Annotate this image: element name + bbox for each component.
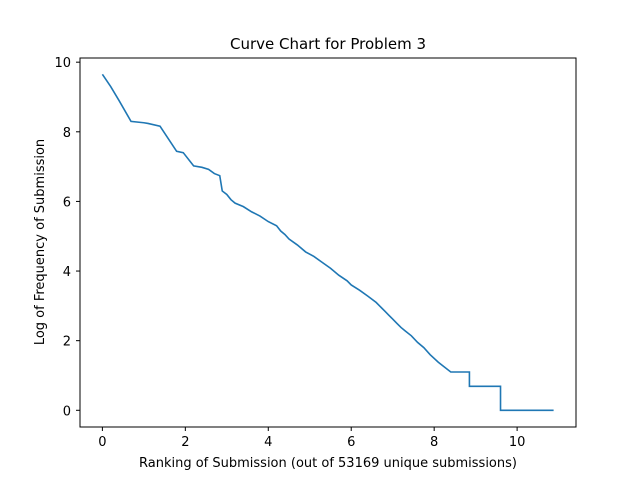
plot-frame (79, 57, 577, 428)
x-tick-label: 8 (430, 435, 438, 450)
y-axis-label: Log of Frequency of Submission (33, 139, 48, 345)
y-tick-label: 4 (63, 265, 71, 280)
x-tick-label: 10 (509, 435, 526, 450)
x-tick-label: 0 (98, 435, 106, 450)
x-tick-label: 4 (264, 435, 272, 450)
y-tick-label: 10 (54, 56, 71, 71)
x-axis-label: Ranking of Submission (out of 53169 uniq… (139, 456, 517, 471)
x-tick-label: 6 (347, 435, 355, 450)
y-ticks: 0 2 4 6 8 10 (54, 56, 80, 419)
y-tick-label: 0 (63, 404, 71, 419)
chart-title: Curve Chart for Problem 3 (230, 35, 426, 53)
y-tick-label: 6 (63, 195, 71, 210)
series-line (101, 73, 554, 412)
x-ticks: 0 2 4 6 8 10 (98, 427, 525, 450)
y-tick-label: 8 (63, 126, 71, 141)
series-layer (101, 73, 554, 412)
x-tick-label: 2 (181, 435, 189, 450)
y-tick-label: 2 (63, 335, 71, 350)
